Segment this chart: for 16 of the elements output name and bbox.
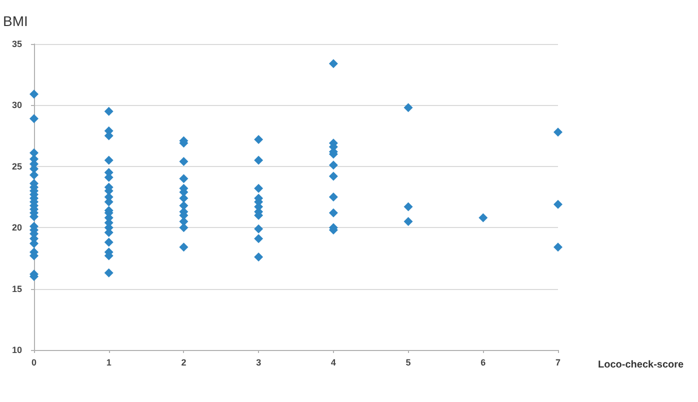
y-tick-label: 10: [12, 345, 22, 355]
x-axis-title: Loco-check-score: [598, 360, 684, 370]
y-tick-label: 25: [12, 161, 22, 172]
x-tick-label: 5: [406, 358, 411, 368]
y-tick-label: 15: [12, 284, 22, 294]
x-tick-label: 0: [31, 358, 37, 368]
x-tick-label: 7: [555, 358, 561, 368]
x-tick-label: 3: [256, 358, 262, 368]
x-tick-label: 1: [106, 358, 112, 368]
y-axis-title: BMI: [3, 13, 28, 29]
x-tick-label: 2: [181, 358, 186, 368]
y-tick-label: 35: [12, 39, 22, 49]
y-tick-label: 30: [12, 100, 22, 110]
x-tick-label: 4: [330, 358, 336, 368]
x-tick-label: 6: [480, 358, 486, 368]
y-tick-label: 20: [12, 222, 22, 233]
